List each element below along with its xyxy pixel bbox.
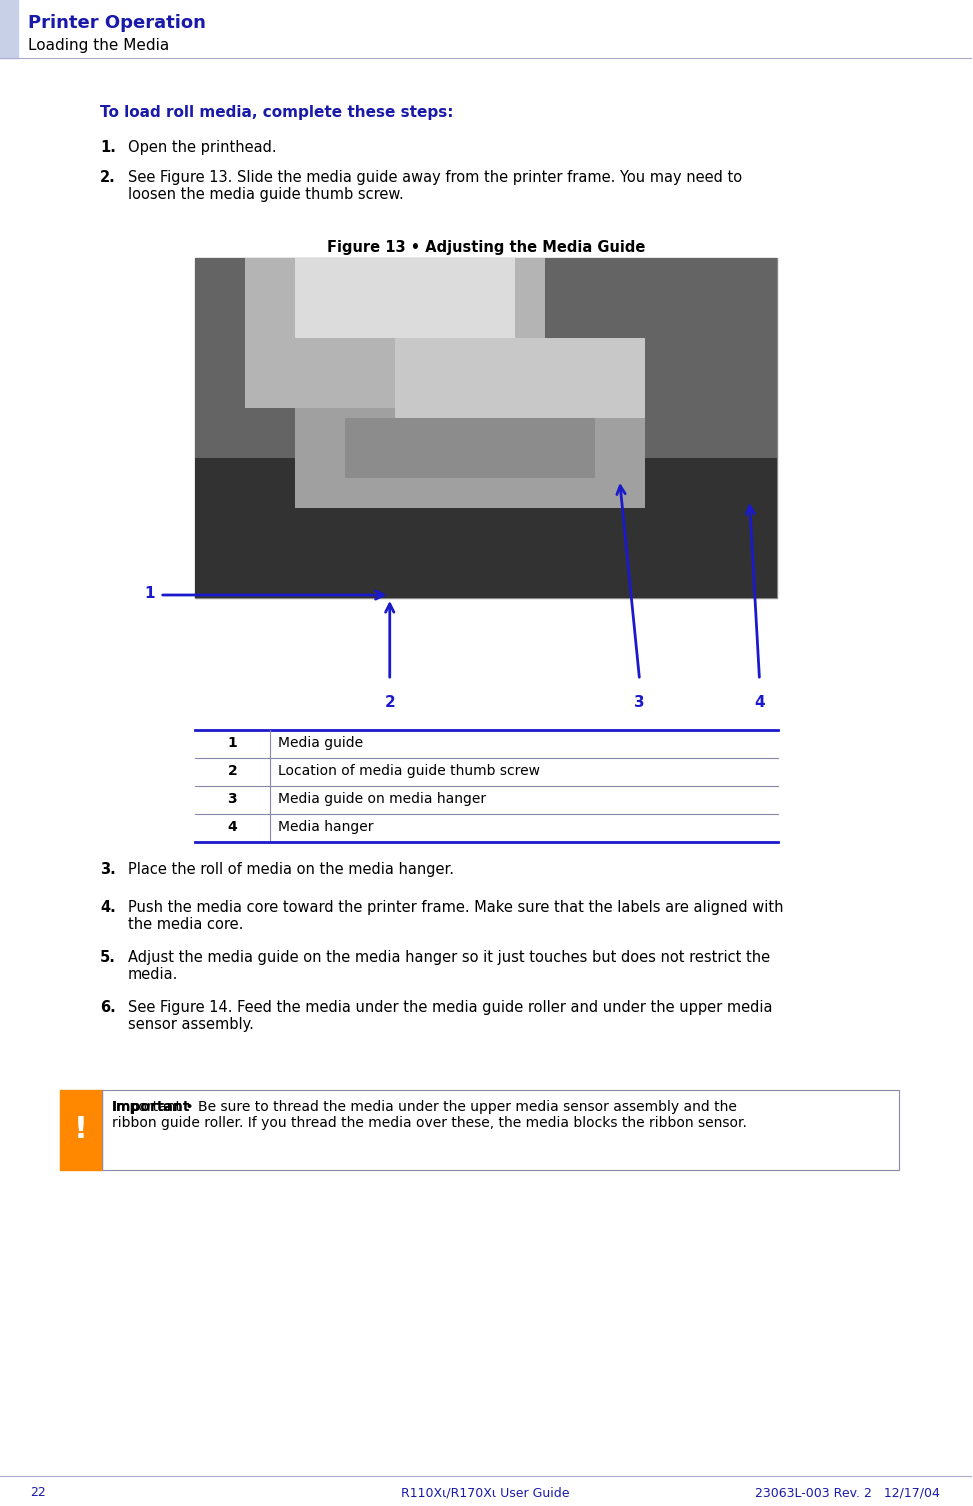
Text: To load roll media, complete these steps:: To load roll media, complete these steps… — [100, 105, 453, 120]
Text: Place the roll of media on the media hanger.: Place the roll of media on the media han… — [127, 861, 454, 876]
Text: Media guide: Media guide — [278, 736, 363, 750]
Bar — [102, 1090, 899, 1170]
Text: 2: 2 — [228, 764, 237, 779]
Text: Printer Operation: Printer Operation — [28, 14, 206, 32]
Text: 1.: 1. — [100, 140, 116, 155]
Text: 3: 3 — [228, 792, 237, 806]
Text: 4: 4 — [754, 694, 765, 709]
Text: Media hanger: Media hanger — [278, 819, 374, 834]
Text: See Figure 13. Slide the media guide away from the printer frame. You may need t: See Figure 13. Slide the media guide awa… — [127, 170, 742, 202]
Text: 1: 1 — [144, 586, 155, 601]
Text: 6.: 6. — [100, 1000, 116, 1015]
Text: Push the media core toward the printer frame. Make sure that the labels are alig: Push the media core toward the printer f… — [127, 901, 783, 932]
Text: Important • Be sure to thread the media under the upper media sensor assembly an: Important • Be sure to thread the media … — [112, 1099, 747, 1130]
Text: 4: 4 — [228, 819, 237, 834]
Text: 2.: 2. — [100, 170, 116, 185]
Text: 1: 1 — [228, 736, 237, 750]
Text: Adjust the media guide on the media hanger so it just touches but does not restr: Adjust the media guide on the media hang… — [127, 950, 770, 982]
Text: See Figure 14. Feed the media under the media guide roller and under the upper m: See Figure 14. Feed the media under the … — [127, 1000, 773, 1033]
Text: Figure 13 • Adjusting the Media Guide: Figure 13 • Adjusting the Media Guide — [327, 239, 645, 255]
Text: 2: 2 — [384, 694, 395, 709]
Text: 3: 3 — [634, 694, 645, 709]
Text: !: ! — [74, 1116, 88, 1145]
Text: 23063L-003 Rev. 2   12/17/04: 23063L-003 Rev. 2 12/17/04 — [754, 1486, 939, 1498]
Text: Location of media guide thumb screw: Location of media guide thumb screw — [278, 764, 540, 779]
Bar — [195, 258, 776, 598]
Text: 3.: 3. — [100, 861, 116, 876]
Text: Loading the Media: Loading the Media — [28, 38, 169, 53]
Text: Media guide on media hanger: Media guide on media hanger — [278, 792, 486, 806]
Bar — [0, 0, 18, 59]
Bar — [60, 1090, 102, 1170]
Text: 5.: 5. — [100, 950, 116, 965]
Text: 22: 22 — [30, 1486, 46, 1498]
Text: Important: Important — [112, 1099, 191, 1114]
Text: 4.: 4. — [100, 901, 116, 916]
Text: R110Χι/R170Χι User Guide: R110Χι/R170Χι User Guide — [402, 1486, 570, 1498]
Text: Open the printhead.: Open the printhead. — [127, 140, 276, 155]
